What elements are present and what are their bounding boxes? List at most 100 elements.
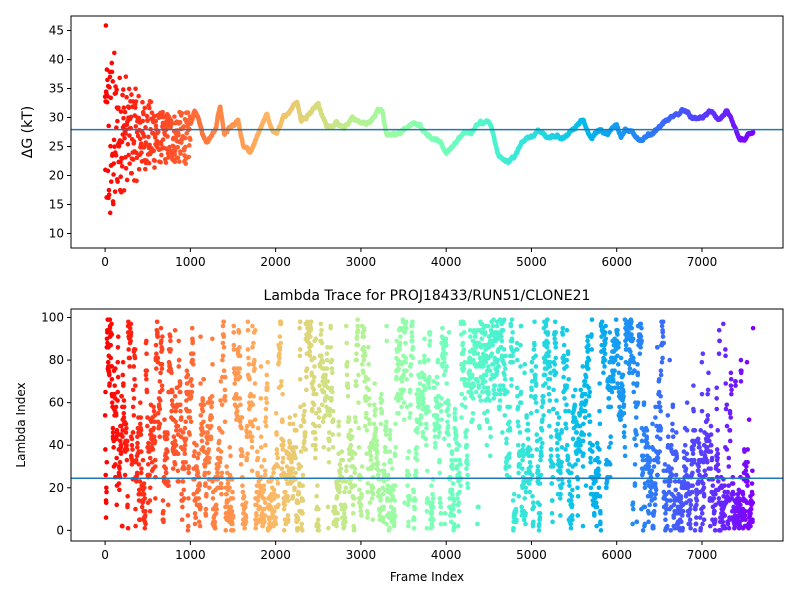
- lambda-point: [277, 355, 282, 361]
- lambda-point: [406, 449, 412, 454]
- lambda-point: [152, 419, 157, 425]
- lambda-point: [313, 447, 318, 452]
- lambda-point: [329, 357, 335, 363]
- lambda-point: [155, 355, 161, 361]
- lambda-point: [177, 381, 183, 386]
- lambda-point: [197, 483, 203, 488]
- lambda-point: [199, 438, 205, 444]
- lambda-point: [455, 523, 461, 529]
- lambda-point: [402, 330, 407, 335]
- lambda-point: [151, 404, 156, 410]
- lambda-point: [253, 525, 259, 531]
- x-tick-label: 1000: [175, 255, 206, 269]
- lambda-point: [445, 419, 450, 425]
- lambda-point: [104, 485, 109, 491]
- lambda-point: [115, 389, 121, 395]
- lambda-point: [130, 404, 136, 410]
- lambda-point: [164, 436, 170, 442]
- lambda-point: [503, 366, 508, 371]
- y-tick-label: 40: [49, 53, 64, 67]
- lambda-point: [209, 415, 215, 420]
- lambda-point: [319, 327, 324, 333]
- lambda-point: [326, 430, 332, 435]
- lambda-point: [316, 423, 322, 429]
- lambda-point: [436, 434, 441, 440]
- lambda-point: [445, 423, 451, 429]
- lambda-point: [103, 472, 108, 478]
- lambda-point: [345, 359, 350, 365]
- lambda-point: [396, 410, 401, 416]
- lambda-point: [391, 487, 396, 493]
- lambda-point: [246, 355, 251, 361]
- lambda-point: [492, 383, 498, 388]
- lambda-point: [175, 451, 181, 457]
- delta-g-point: [107, 74, 113, 80]
- lambda-point: [289, 470, 294, 476]
- lambda-point: [326, 447, 331, 452]
- lambda-point: [198, 381, 203, 386]
- lambda-point: [430, 491, 435, 497]
- lambda-point: [108, 342, 114, 348]
- lambda-point: [117, 459, 123, 465]
- lambda-point: [422, 385, 428, 391]
- lambda-point: [304, 387, 309, 393]
- delta-g-point: [152, 158, 158, 163]
- lambda-point: [343, 479, 349, 484]
- lambda-point: [325, 504, 331, 510]
- delta-g-point: [136, 166, 142, 172]
- lambda-point: [158, 325, 164, 331]
- lambda-point: [371, 402, 377, 408]
- lambda-point: [135, 434, 140, 440]
- lambda-point: [182, 466, 187, 471]
- lambda-point: [209, 404, 214, 410]
- lambda-point: [465, 485, 471, 491]
- delta-g-point: [104, 99, 110, 105]
- lambda-point: [179, 491, 184, 497]
- lambda-point: [233, 391, 239, 397]
- lambda-point: [152, 413, 158, 418]
- lambda-point: [220, 357, 225, 363]
- lambda-point: [373, 406, 379, 412]
- lambda-point: [283, 489, 288, 495]
- lambda-point: [174, 428, 179, 433]
- lambda-point: [280, 419, 285, 425]
- lambda-point: [457, 457, 462, 463]
- lambda-point: [424, 508, 430, 514]
- lambda-point: [372, 413, 378, 418]
- lambda-point: [468, 334, 473, 339]
- lambda-point: [280, 455, 286, 461]
- delta-g-point: [127, 161, 132, 166]
- lambda-panel: Lambda Trace for PROJ18433/RUN51/CLONE21…: [14, 288, 784, 584]
- lambda-point: [241, 494, 247, 499]
- lambda-point: [313, 391, 319, 397]
- lambda-point: [161, 517, 166, 523]
- lambda-point: [375, 472, 381, 478]
- lambda-point: [141, 481, 147, 486]
- lambda-point: [413, 470, 419, 476]
- delta-g-point: [109, 69, 115, 75]
- lambda-point: [221, 332, 226, 337]
- lambda-point: [431, 379, 437, 384]
- x-tick-label: 5000: [516, 255, 547, 269]
- lambda-point: [252, 417, 258, 422]
- lambda-point: [463, 434, 469, 440]
- lambda-point: [312, 423, 318, 429]
- lambda-point: [278, 383, 284, 388]
- lambda-point: [402, 500, 407, 505]
- lambda-point: [384, 323, 389, 329]
- lambda-point: [417, 381, 423, 386]
- delta-g-point: [120, 92, 125, 98]
- lambda-point: [358, 502, 364, 508]
- lambda-point: [459, 415, 464, 420]
- lambda-point: [477, 393, 482, 399]
- lambda-point: [159, 387, 165, 393]
- lambda-point: [423, 436, 429, 442]
- lambda-point: [293, 455, 298, 461]
- lambda-point: [235, 349, 241, 354]
- lambda-point: [388, 457, 393, 463]
- lambda-point: [258, 364, 264, 369]
- delta-g-point: [181, 124, 186, 129]
- delta-g-point: [134, 155, 140, 161]
- lambda-point: [237, 353, 243, 359]
- lambda-point: [404, 325, 409, 331]
